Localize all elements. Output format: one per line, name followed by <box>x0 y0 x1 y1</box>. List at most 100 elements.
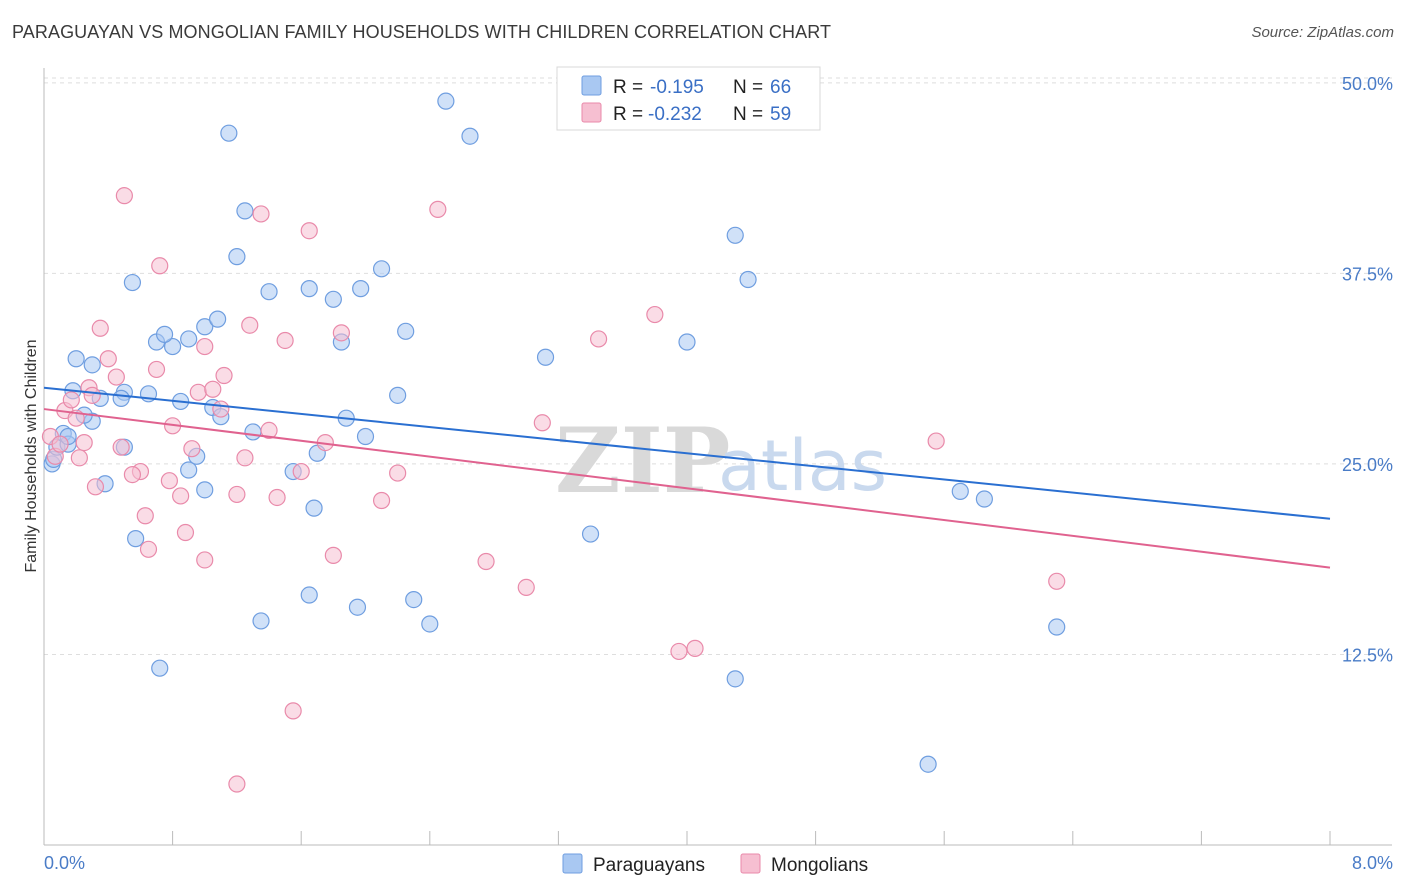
point-paraguayans <box>975 490 993 508</box>
point-mongolians <box>241 316 259 334</box>
legend-n-value-mongolians: 59 <box>770 104 791 125</box>
point-paraguayans <box>252 612 270 630</box>
point-mongolians <box>228 775 246 793</box>
point-mongolians <box>51 435 69 453</box>
x-tick-label: 8.0% <box>1352 853 1393 873</box>
legend-n-label-paraguayans: N = <box>733 77 763 98</box>
point-mongolians <box>332 324 350 342</box>
point-mongolians <box>670 642 688 661</box>
tick-labels: 12.5% 25.0% 37.5% 50.0% 0.0% 8.0% <box>44 74 1393 873</box>
point-paraguayans <box>180 461 198 479</box>
point-paraguayans <box>244 423 262 441</box>
grid-lines <box>44 77 1392 655</box>
point-mongolians <box>533 414 551 432</box>
point-paraguayans <box>228 248 246 266</box>
point-paraguayans <box>739 270 757 289</box>
point-mongolians <box>91 319 109 337</box>
legend-r-value-mongolians: -0.232 <box>648 104 702 125</box>
point-paraguayans <box>300 280 318 298</box>
point-mongolians <box>86 478 105 496</box>
point-mongolians <box>252 205 270 223</box>
trend-line-paraguayans <box>43 386 1331 520</box>
point-paraguayans <box>405 590 423 609</box>
series-legend-swatch-mongolians <box>740 853 761 874</box>
y-tick-label: 25.0% <box>1342 455 1393 475</box>
point-mongolians <box>196 337 214 356</box>
legend-swatch-paraguayans <box>581 75 602 96</box>
point-mongolians <box>589 330 608 348</box>
point-paraguayans <box>951 482 969 500</box>
series-legend-swatch-paraguayans <box>562 853 583 874</box>
point-mongolians <box>112 438 130 456</box>
point-mongolians <box>686 639 704 657</box>
point-mongolians <box>324 546 342 564</box>
point-mongolians <box>389 464 407 482</box>
point-mongolians <box>183 440 201 458</box>
point-mongolians <box>284 702 302 720</box>
chart-title: PARAGUAYAN VS MONGOLIAN FAMILY HOUSEHOLD… <box>12 22 832 42</box>
point-paraguayans <box>324 290 342 308</box>
point-paraguayans <box>300 586 318 604</box>
point-paraguayans <box>348 598 367 616</box>
point-paraguayans <box>919 755 937 773</box>
point-paraguayans <box>164 337 182 356</box>
point-mongolians <box>176 523 195 542</box>
legend-n-label-mongolians: N = <box>733 104 763 125</box>
point-paraguayans <box>372 260 391 278</box>
point-paraguayans <box>726 670 744 688</box>
legend-r-label-mongolians: R = <box>613 104 643 125</box>
point-mongolians <box>99 350 117 368</box>
series-legend-label-mongolians: Mongolians <box>771 855 868 876</box>
point-mongolians <box>215 366 233 385</box>
point-mongolians <box>228 485 246 504</box>
point-paraguayans <box>236 202 254 220</box>
point-mongolians <box>115 187 133 205</box>
point-paraguayans <box>581 525 600 543</box>
legend-swatch-mongolians <box>581 102 602 123</box>
y-tick-label: 37.5% <box>1342 264 1393 284</box>
y-tick-label: 50.0% <box>1342 74 1393 94</box>
point-paraguayans <box>123 273 142 292</box>
legend-n-value-paraguayans: 66 <box>770 77 791 98</box>
y-tick-label: 12.5% <box>1342 645 1393 665</box>
point-mongolians <box>1048 572 1066 590</box>
legend-r-label-paraguayans: R = <box>613 77 643 98</box>
point-mongolians <box>160 472 178 490</box>
point-mongolians <box>107 368 125 386</box>
point-paraguayans <box>305 499 323 517</box>
point-paraguayans <box>678 333 696 351</box>
point-mongolians <box>236 449 254 467</box>
point-mongolians <box>172 487 190 505</box>
axes <box>43 68 1392 846</box>
point-paraguayans <box>127 530 145 548</box>
point-mongolians <box>517 578 535 596</box>
point-paraguayans <box>1048 618 1066 636</box>
point-paraguayans <box>67 350 85 368</box>
point-paraguayans <box>196 318 214 336</box>
point-paraguayans <box>155 325 174 343</box>
point-paraguayans <box>352 280 370 298</box>
point-mongolians <box>189 383 207 401</box>
trend-lines <box>43 386 1331 569</box>
point-mongolians <box>147 360 166 379</box>
point-paraguayans <box>461 127 479 145</box>
point-mongolians <box>477 552 495 571</box>
point-mongolians <box>372 491 391 510</box>
point-paraguayans <box>421 615 439 633</box>
point-paraguayans <box>196 481 214 499</box>
point-paraguayans <box>397 322 415 340</box>
point-paraguayans <box>151 659 169 677</box>
y-axis-label: Family Households with Children <box>23 340 40 573</box>
point-mongolians <box>139 540 158 558</box>
trend-line-mongolians <box>43 408 1331 569</box>
point-mongolians <box>196 551 214 569</box>
point-mongolians <box>429 200 447 218</box>
point-paraguayans <box>356 427 375 446</box>
point-paraguayans <box>220 124 238 142</box>
point-mongolians <box>136 507 154 525</box>
point-mongolians <box>70 449 88 467</box>
point-paraguayans <box>536 348 555 366</box>
point-paraguayans <box>209 310 227 328</box>
point-mongolians <box>75 433 93 452</box>
